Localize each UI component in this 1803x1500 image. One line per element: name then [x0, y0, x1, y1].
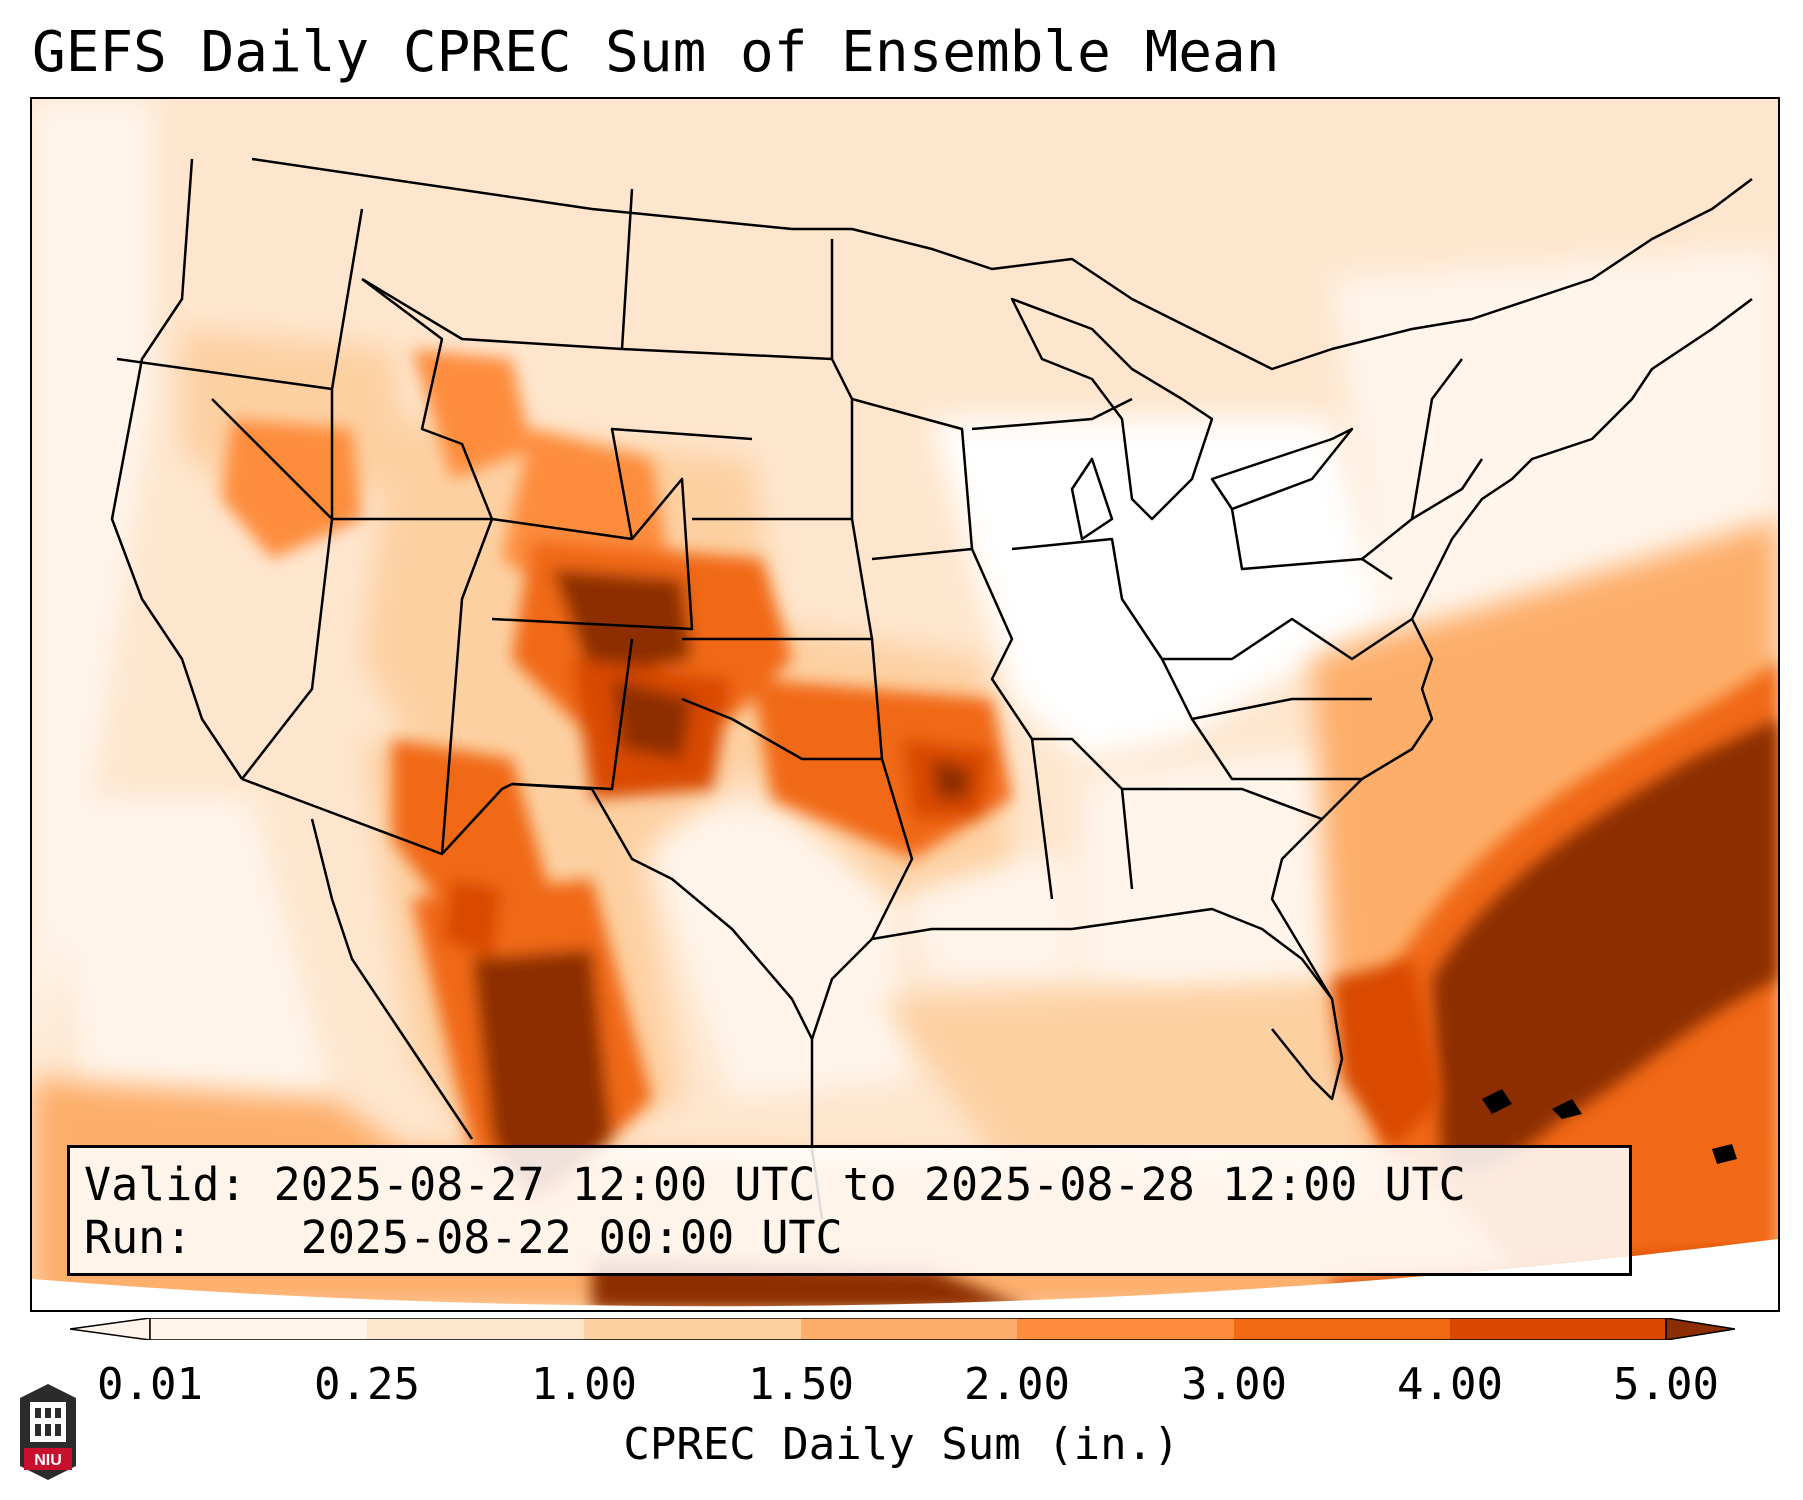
colorbar-tick-label: 3.00 — [1181, 1359, 1287, 1410]
niu-logo: NIU — [20, 1384, 76, 1480]
colorbar-tick-label: 4.00 — [1397, 1359, 1503, 1410]
svg-text:NIU: NIU — [34, 1452, 62, 1469]
border-canada-us — [251, 157, 1753, 371]
colorbar-under-arrow — [70, 1318, 151, 1340]
coast-pacific — [110, 158, 244, 780]
colorbar-seg-6 — [1234, 1318, 1450, 1340]
colorbar-seg-4 — [801, 1318, 1017, 1340]
validity-box: Valid: 2025-08-27 12:00 UTC to 2025-08-2… — [67, 1145, 1632, 1276]
colorbar-seg-7 — [1450, 1318, 1666, 1340]
colorbar-tick-label: 1.50 — [748, 1359, 854, 1410]
colorbar-seg-1 — [150, 1318, 367, 1340]
colorbar — [70, 1318, 1735, 1340]
colorbar-tick-label: 2.00 — [964, 1359, 1070, 1410]
colorbar-tick-label: 5.00 — [1613, 1359, 1719, 1410]
precip-map — [30, 97, 1780, 1312]
coast-atlantic — [1270, 298, 1753, 1000]
boundaries — [110, 157, 1753, 1220]
valid-label: Valid: — [84, 1158, 247, 1211]
coast-gulf — [810, 907, 1344, 1101]
colorbar-outline — [149, 1318, 1667, 1340]
run-label: Run: — [84, 1211, 193, 1264]
islands — [1482, 1089, 1737, 1164]
projection-edge — [32, 1239, 1778, 1310]
colorbar-tick-label: 0.01 — [97, 1359, 203, 1410]
run-text: 2025-08-22 00:00 UTC — [300, 1211, 843, 1264]
colorbar-seg-2 — [367, 1318, 584, 1340]
colorbar-tick-label: 1.00 — [531, 1359, 637, 1410]
baja-coast — [310, 818, 474, 1140]
state-lines-east — [1230, 358, 1484, 581]
colorbar-over-arrow — [1665, 1318, 1735, 1340]
precip-field-heavy — [222, 349, 1012, 1199]
valid-text: 2025-08-27 12:00 UTC to 2025-08-28 12:00… — [273, 1158, 1466, 1211]
state-lines-central — [681, 397, 1413, 940]
colorbar-label: CPREC Daily Sum (in.) — [623, 1419, 1180, 1470]
precip-map-svg — [32, 99, 1778, 1310]
chart-title: GEFS Daily CPREC Sum of Ensemble Mean — [32, 20, 1280, 85]
colorbar-tick-label: 0.25 — [314, 1359, 420, 1410]
colorbar-seg-5 — [1017, 1318, 1234, 1340]
colorbar-seg-3 — [584, 1318, 801, 1340]
